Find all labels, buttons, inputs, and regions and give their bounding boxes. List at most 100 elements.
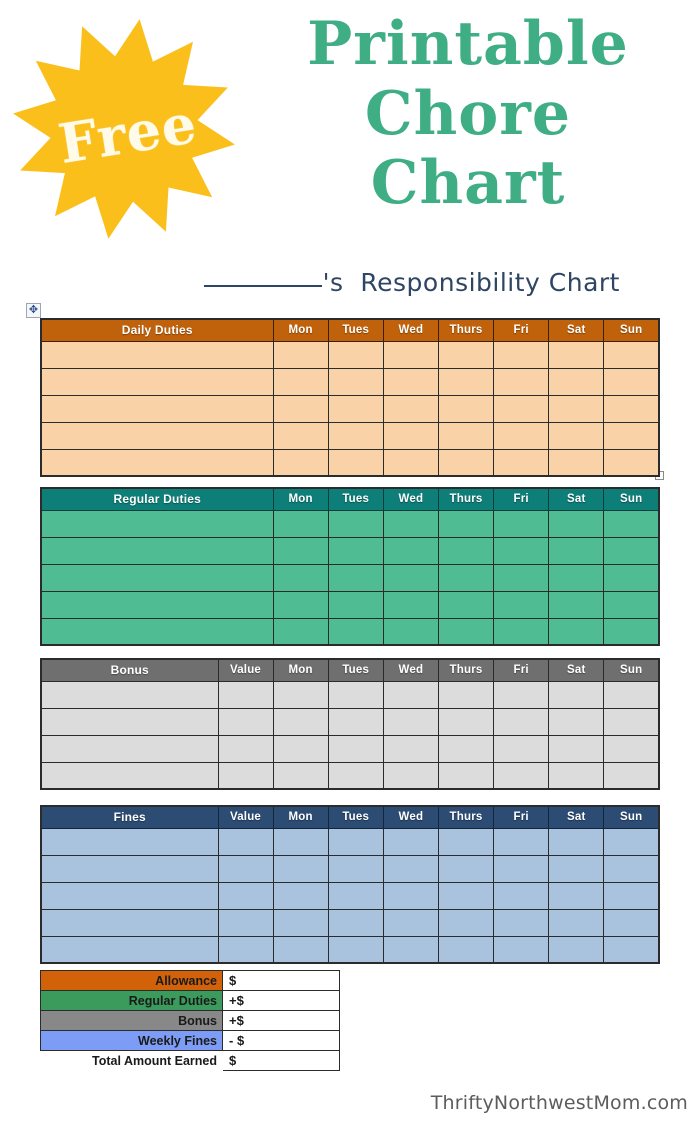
check-cell[interactable] [437,367,495,396]
check-cell[interactable] [603,881,660,910]
task-name-cell[interactable] [40,734,219,763]
check-cell[interactable] [327,509,384,538]
check-cell[interactable] [217,881,274,910]
check-cell[interactable] [327,680,384,709]
check-cell[interactable] [327,536,384,565]
check-cell[interactable] [217,761,274,790]
check-cell[interactable] [493,340,550,369]
check-cell[interactable] [272,827,329,856]
check-cell[interactable] [548,536,605,565]
check-cell[interactable] [382,617,439,646]
check-cell[interactable] [327,908,384,937]
summary-value-field[interactable]: - $ [222,1030,340,1051]
check-cell[interactable] [327,707,384,736]
check-cell[interactable] [437,827,495,856]
check-cell[interactable] [327,827,384,856]
check-cell[interactable] [272,908,329,937]
check-cell[interactable] [493,394,550,423]
check-cell[interactable] [437,680,495,709]
check-cell[interactable] [603,908,660,937]
check-cell[interactable] [493,536,550,565]
check-cell[interactable] [603,935,660,964]
check-cell[interactable] [548,734,605,763]
check-cell[interactable] [327,854,384,883]
check-cell[interactable] [272,448,329,477]
check-cell[interactable] [437,854,495,883]
check-cell[interactable] [217,827,274,856]
check-cell[interactable] [272,761,329,790]
check-cell[interactable] [603,421,660,450]
check-cell[interactable] [548,935,605,964]
check-cell[interactable] [437,563,495,592]
check-cell[interactable] [437,509,495,538]
check-cell[interactable] [272,340,329,369]
check-cell[interactable] [437,394,495,423]
check-cell[interactable] [272,367,329,396]
check-cell[interactable] [217,854,274,883]
check-cell[interactable] [382,707,439,736]
task-name-cell[interactable] [40,854,219,883]
check-cell[interactable] [603,590,660,619]
check-cell[interactable] [603,707,660,736]
check-cell[interactable] [548,680,605,709]
check-cell[interactable] [327,448,384,477]
check-cell[interactable] [493,881,550,910]
check-cell[interactable] [548,367,605,396]
check-cell[interactable] [382,340,439,369]
summary-value-field[interactable]: $ [222,1050,340,1071]
check-cell[interactable] [437,881,495,910]
check-cell[interactable] [548,394,605,423]
task-name-cell[interactable] [40,421,274,450]
check-cell[interactable] [493,448,550,477]
check-cell[interactable] [217,734,274,763]
check-cell[interactable] [217,680,274,709]
check-cell[interactable] [548,707,605,736]
task-name-cell[interactable] [40,367,274,396]
check-cell[interactable] [548,854,605,883]
task-name-cell[interactable] [40,707,219,736]
check-cell[interactable] [217,935,274,964]
check-cell[interactable] [382,680,439,709]
check-cell[interactable] [327,367,384,396]
check-cell[interactable] [493,421,550,450]
check-cell[interactable] [603,340,660,369]
check-cell[interactable] [437,908,495,937]
task-name-cell[interactable] [40,881,219,910]
check-cell[interactable] [437,734,495,763]
task-name-cell[interactable] [40,827,219,856]
check-cell[interactable] [493,854,550,883]
check-cell[interactable] [603,536,660,565]
check-cell[interactable] [603,854,660,883]
check-cell[interactable] [437,707,495,736]
check-cell[interactable] [272,707,329,736]
check-cell[interactable] [493,509,550,538]
check-cell[interactable] [603,367,660,396]
task-name-cell[interactable] [40,761,219,790]
check-cell[interactable] [603,827,660,856]
check-cell[interactable] [493,707,550,736]
check-cell[interactable] [437,761,495,790]
check-cell[interactable] [272,536,329,565]
check-cell[interactable] [382,761,439,790]
check-cell[interactable] [382,421,439,450]
name-blank-line[interactable] [203,285,322,287]
check-cell[interactable] [382,394,439,423]
check-cell[interactable] [382,563,439,592]
check-cell[interactable] [437,590,495,619]
check-cell[interactable] [493,367,550,396]
check-cell[interactable] [493,590,550,619]
check-cell[interactable] [272,590,329,619]
check-cell[interactable] [382,367,439,396]
check-cell[interactable] [327,734,384,763]
check-cell[interactable] [437,340,495,369]
check-cell[interactable] [493,734,550,763]
check-cell[interactable] [327,935,384,964]
check-cell[interactable] [382,935,439,964]
check-cell[interactable] [548,448,605,477]
check-cell[interactable] [382,734,439,763]
check-cell[interactable] [382,827,439,856]
check-cell[interactable] [548,563,605,592]
check-cell[interactable] [493,761,550,790]
check-cell[interactable] [327,881,384,910]
check-cell[interactable] [437,617,495,646]
